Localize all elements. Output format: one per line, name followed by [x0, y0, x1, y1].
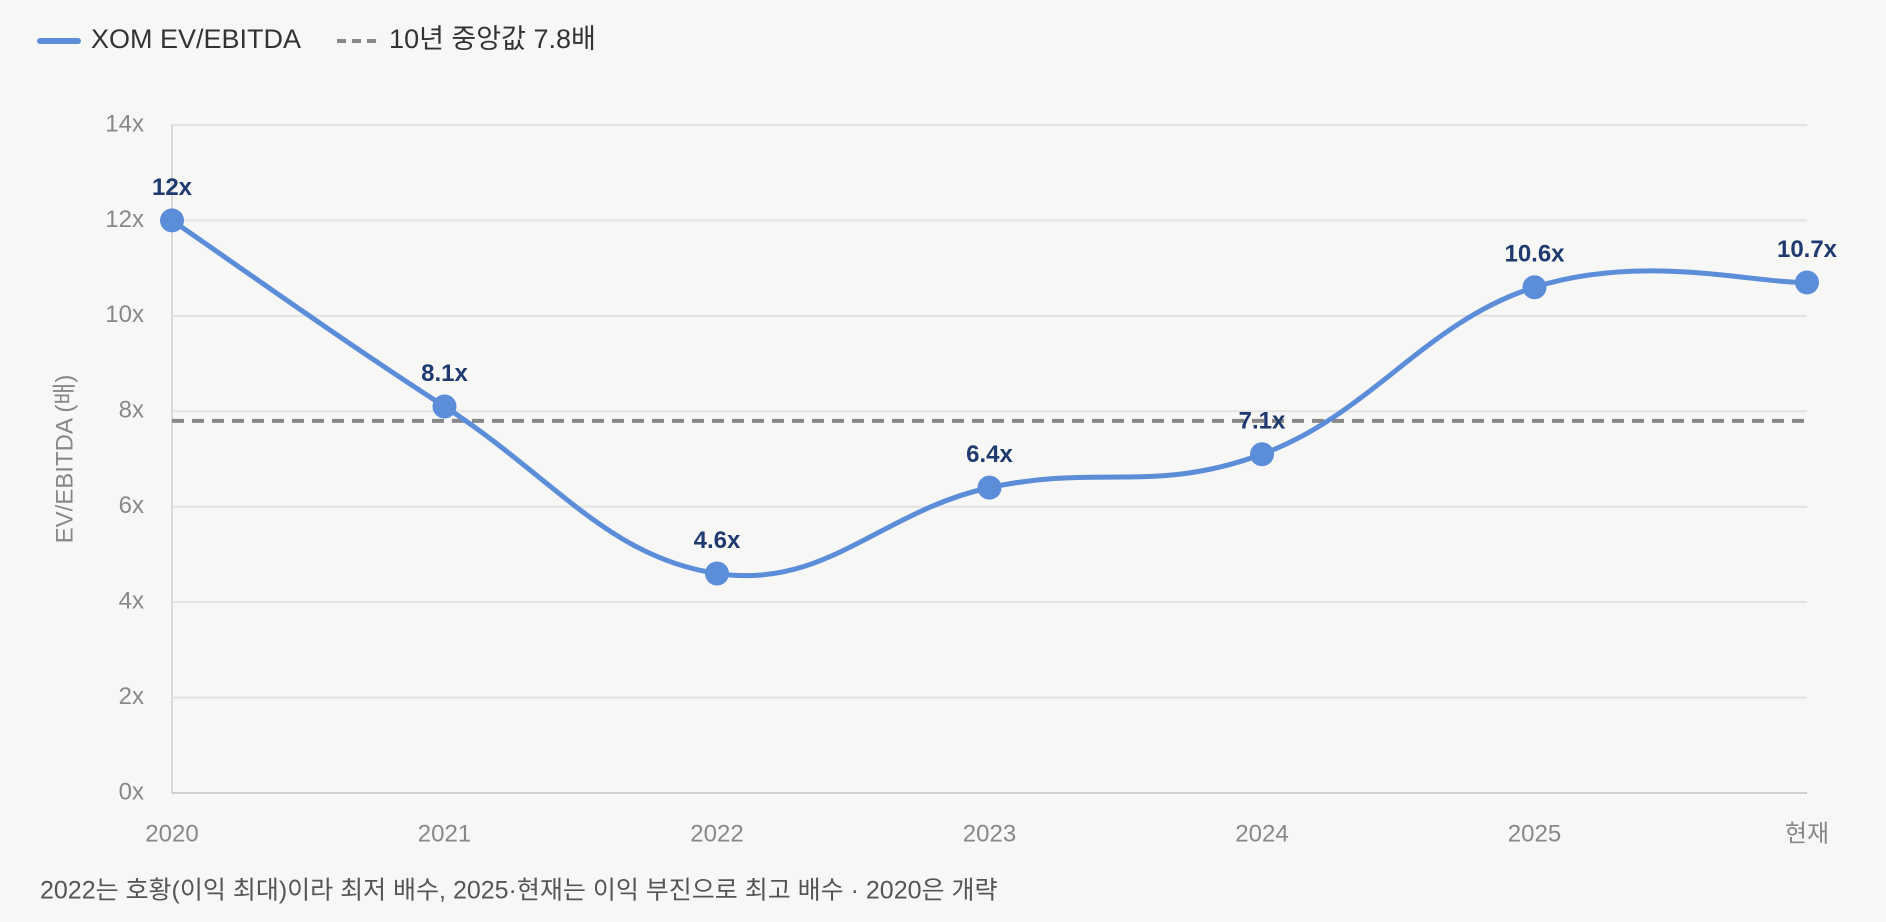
data-label: 10.6x [1504, 241, 1565, 268]
data-label: 8.1x [421, 360, 468, 387]
y-tick-label: 6x [119, 492, 144, 519]
x-tick-label: 2023 [963, 820, 1016, 847]
data-label: 6.4x [966, 441, 1013, 468]
data-point [160, 208, 184, 233]
x-tick-label: 현재 [1785, 820, 1829, 847]
y-tick-label: 2x [119, 683, 144, 710]
y-axis-title: EV/EBITDA (배) [51, 375, 78, 544]
data-label: 10.7x [1777, 236, 1838, 263]
footnote: 2022는 호황(이익 최대)이라 최저 배수, 2025·현재는 이익 부진으… [40, 877, 997, 905]
legend-label: XOM EV/EBITDA [91, 24, 301, 54]
data-label: 4.6x [694, 527, 741, 554]
data-label: 7.1x [1239, 408, 1286, 435]
y-tick-label: 8x [119, 397, 144, 424]
data-point [977, 475, 1002, 500]
y-tick-label: 0x [119, 778, 144, 805]
data-point [1522, 275, 1547, 300]
x-tick-label: 2022 [690, 820, 743, 847]
x-tick-label: 2024 [1235, 820, 1288, 847]
data-point [1795, 270, 1819, 295]
legend-label: 10년 중앙값 7.8배 [389, 24, 596, 54]
y-tick-label: 4x [119, 587, 144, 614]
x-tick-label: 2021 [418, 820, 471, 847]
y-tick-label: 10x [105, 301, 144, 328]
y-tick-label: 12x [105, 206, 144, 233]
data-label: 12x [152, 174, 193, 201]
x-tick-label: 2025 [1508, 820, 1561, 847]
data-point [1250, 442, 1274, 467]
x-tick-label: 2020 [145, 820, 198, 847]
data-point [705, 561, 729, 586]
y-tick-label: 14x [105, 110, 144, 137]
data-point [432, 394, 457, 419]
